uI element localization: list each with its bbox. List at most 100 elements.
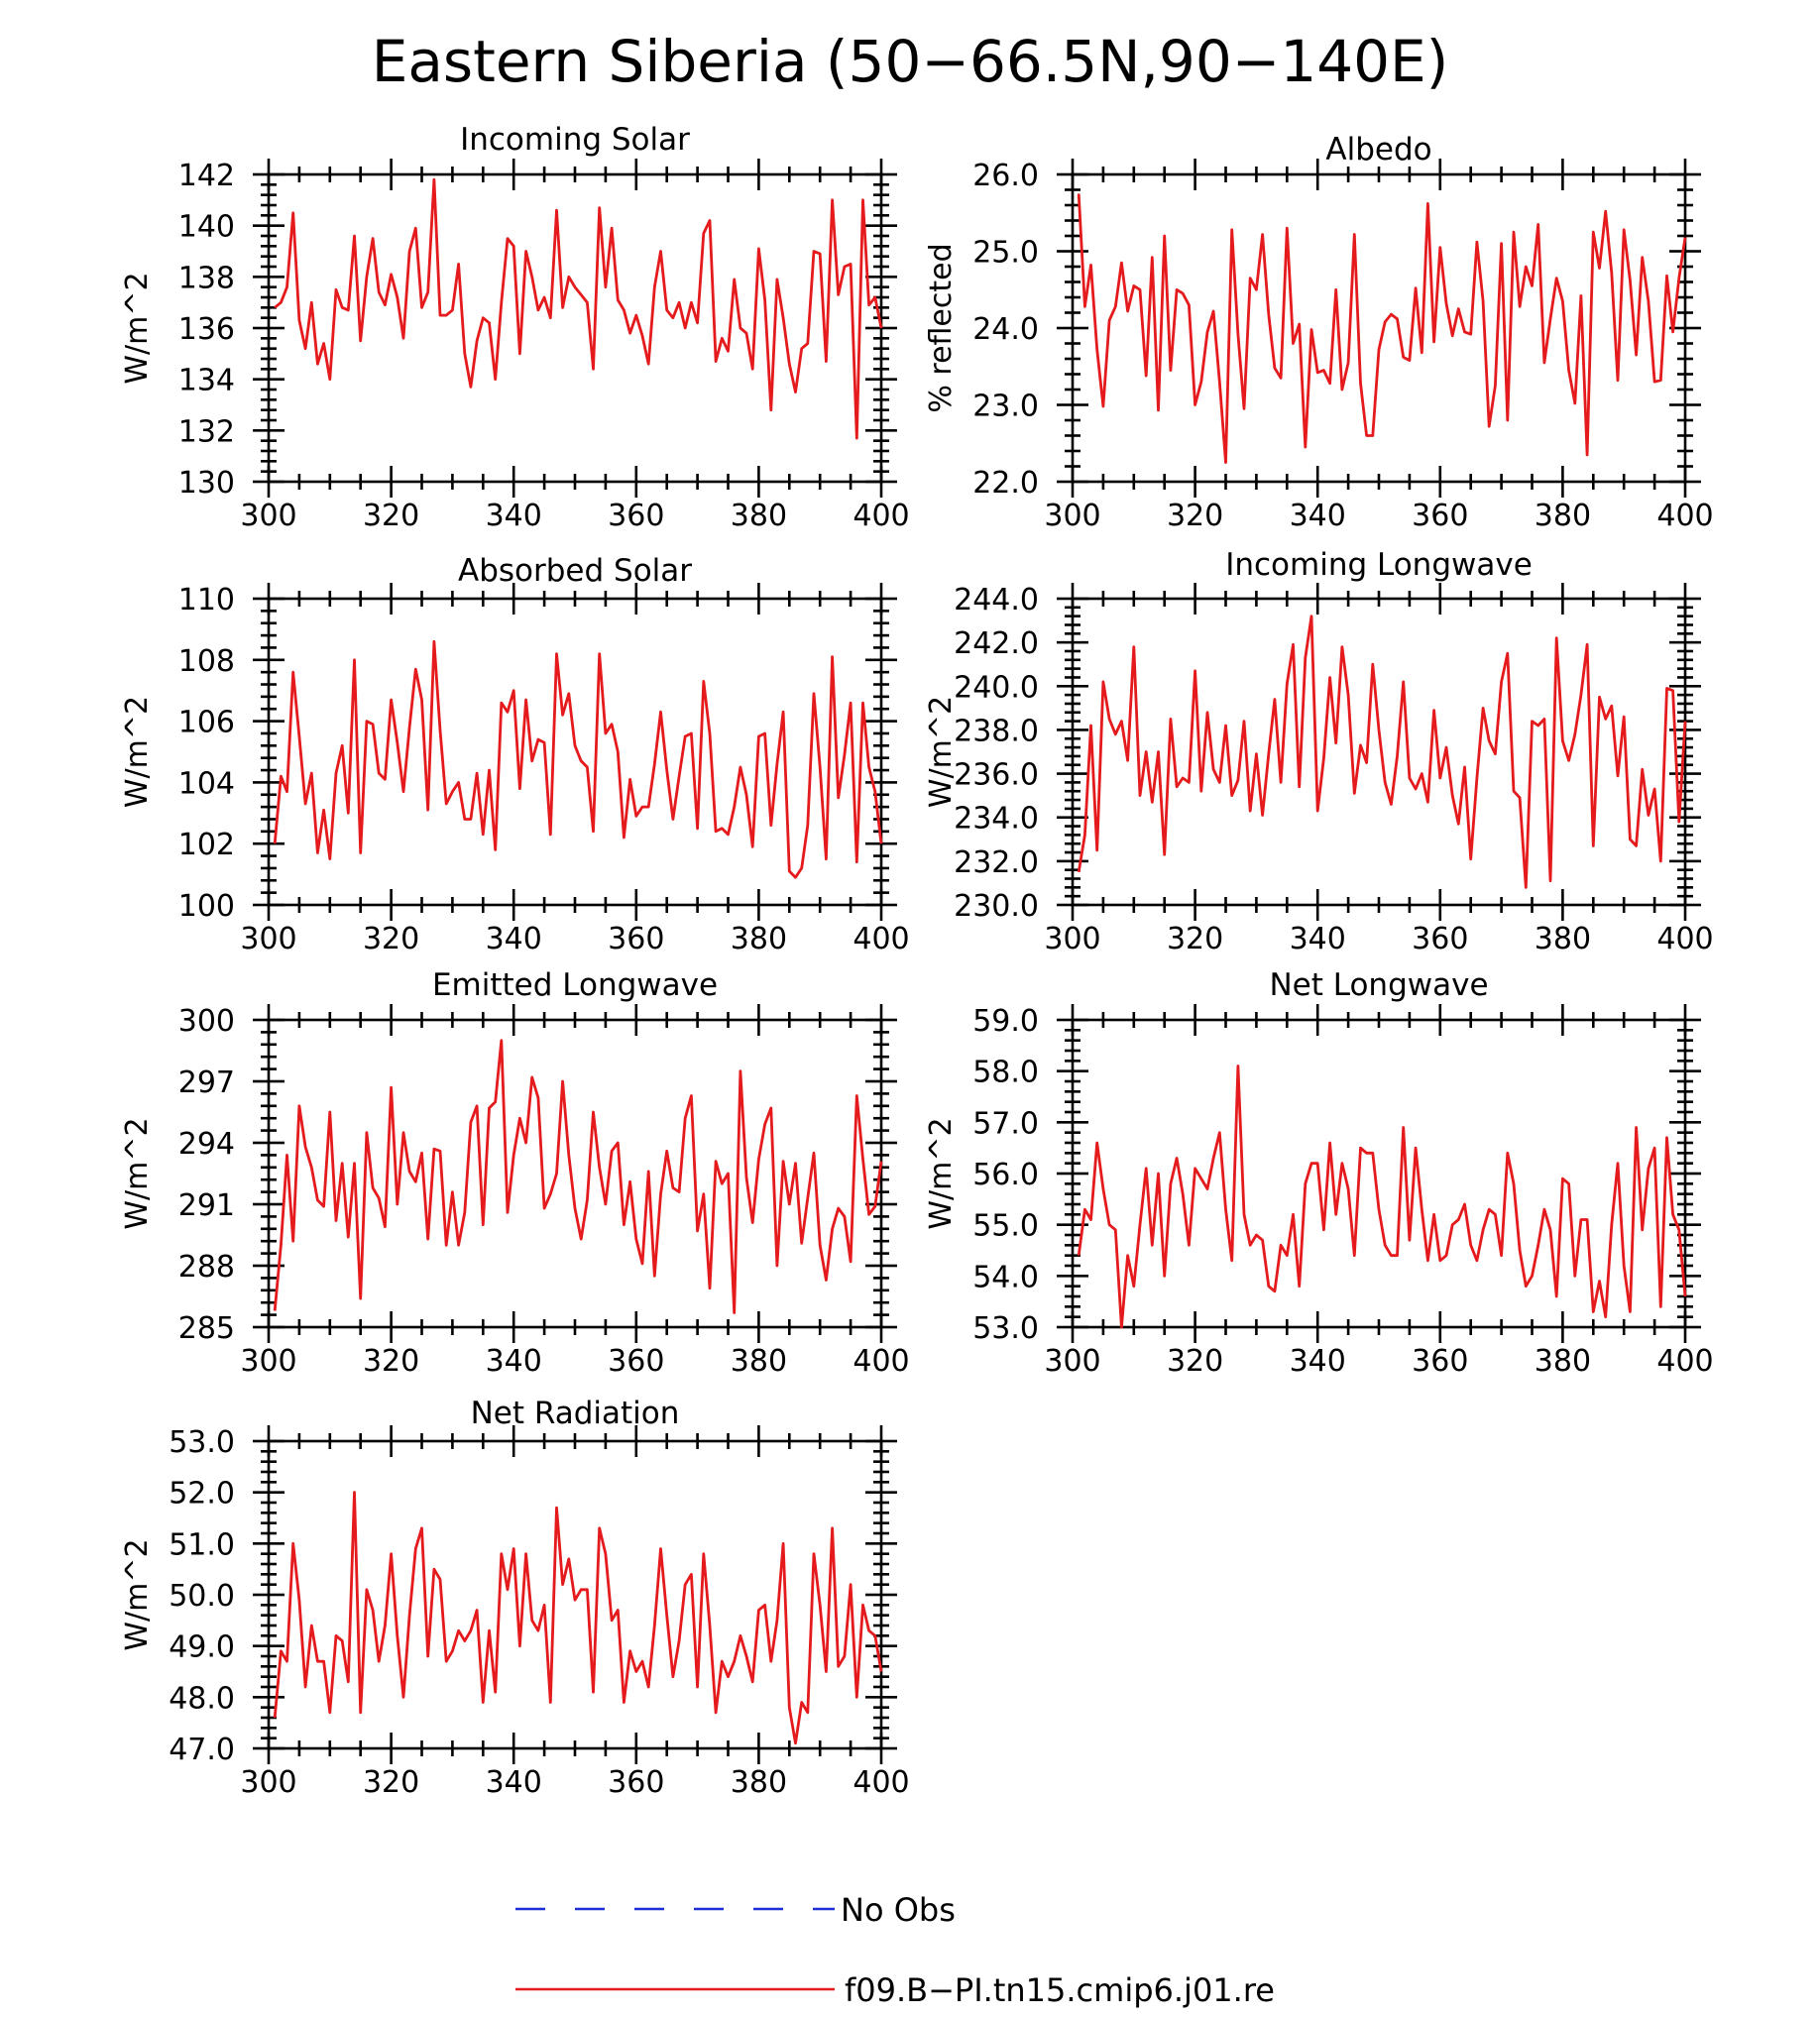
net-radiation-xtick-label: 300 (240, 1765, 296, 1800)
net-longwave-ylabel: W/m^2 (924, 1117, 959, 1229)
absorbed-solar-series-line (273, 639, 883, 879)
net-radiation-xtick-label: 340 (486, 1765, 542, 1800)
incoming-longwave-ylabel: W/m^2 (924, 696, 959, 808)
panel-albedo: 300 320 340 360 380 400 22.0 23.0 24.0 25.0 26.0 Al… (924, 132, 1714, 533)
absorbed-solar-ytick-label: 102 (178, 828, 235, 862)
emitted-longwave-ytick-label: 288 (178, 1250, 235, 1285)
net-longwave-ytick-label: 59.0 (972, 1004, 1039, 1039)
absorbed-solar-ytick-label: 106 (178, 706, 235, 740)
absorbed-solar-ytick-label: 100 (178, 889, 235, 924)
incoming-longwave-xtick-label: 340 (1290, 922, 1346, 956)
emitted-longwave-xtick-label: 300 (240, 1344, 296, 1379)
net-radiation-xtick-label: 360 (608, 1765, 664, 1800)
panel-net-radiation: 300 320 340 360 380 400 47.0 48.0 49.0 50.0 51.0 52… (120, 1396, 910, 1800)
emitted-longwave-xtick-label: 380 (731, 1344, 787, 1379)
absorbed-solar-xtick-label: 340 (486, 922, 542, 956)
net-radiation-ytick-label: 50.0 (169, 1579, 235, 1614)
albedo-xtick-label: 340 (1290, 499, 1346, 533)
albedo-xtick-label: 360 (1412, 499, 1468, 533)
absorbed-solar-xtick-label: 380 (731, 922, 787, 956)
incoming-solar-ytick-label: 132 (178, 414, 235, 449)
incoming-solar-ylabel: W/m^2 (120, 272, 155, 384)
albedo-ytick-label: 24.0 (972, 312, 1039, 347)
albedo-ytick-label: 23.0 (972, 390, 1039, 424)
emitted-longwave-xtick-label: 400 (853, 1344, 909, 1379)
incoming-solar-xtick-label: 360 (608, 499, 664, 533)
net-radiation-ylabel: W/m^2 (120, 1538, 155, 1650)
albedo-ytick-label: 22.0 (972, 466, 1039, 501)
net-longwave-series-line (1077, 1065, 1687, 1329)
incoming-solar-series-line (274, 177, 883, 440)
absorbed-solar-ytick-label: 104 (178, 766, 235, 801)
net-radiation-ytick-label: 53.0 (169, 1425, 235, 1460)
incoming-solar-ytick-label: 138 (178, 261, 235, 295)
net-radiation-ytick-label: 48.0 (169, 1681, 235, 1716)
net-longwave-xtick-label: 320 (1167, 1344, 1223, 1379)
emitted-longwave-ytick-label: 291 (178, 1188, 235, 1223)
panel-emitted-longwave: 300 320 340 360 380 400 285 288 291 294 297 300 Emit… (120, 967, 910, 1379)
albedo-ylabel: % reflected (924, 243, 959, 412)
incoming-solar-ytick-label: 136 (178, 312, 235, 347)
incoming-solar-xtick-label: 380 (731, 499, 787, 533)
net-longwave-ytick-label: 57.0 (972, 1106, 1039, 1141)
incoming-solar-xtick-label: 320 (363, 499, 419, 533)
net-longwave-ytick-label: 55.0 (972, 1209, 1039, 1244)
incoming-longwave-ytick-label: 236.0 (954, 758, 1039, 793)
incoming-solar-xtick-label: 400 (853, 499, 909, 533)
absorbed-solar-xtick-label: 360 (608, 922, 664, 956)
net-longwave-ytick-label: 58.0 (972, 1056, 1039, 1090)
emitted-longwave-series-line (273, 1039, 883, 1314)
incoming-longwave-ytick-label: 238.0 (954, 714, 1039, 748)
net-radiation-series-line (273, 1491, 883, 1745)
incoming-longwave-ytick-label: 232.0 (954, 845, 1039, 880)
incoming-longwave-ytick-label: 230.0 (954, 889, 1039, 924)
net-radiation-ytick-label: 49.0 (169, 1630, 235, 1665)
net-longwave-frame (1071, 1018, 1687, 1329)
incoming-longwave-xtick-label: 360 (1412, 922, 1468, 956)
net-longwave-ytick-label: 54.0 (972, 1260, 1039, 1294)
emitted-longwave-xtick-label: 340 (486, 1344, 542, 1379)
net-radiation-title: Net Radiation (471, 1396, 680, 1431)
incoming-longwave-ytick-label: 234.0 (954, 802, 1039, 837)
albedo-xtick-label: 380 (1535, 499, 1591, 533)
net-longwave-xtick-label: 380 (1535, 1344, 1591, 1379)
panels-container: 300 320 340 360 380 400 130 132 134 136 138 140 142 I… (120, 122, 1714, 1800)
albedo-title: Albedo (1325, 132, 1431, 168)
net-longwave-ytick-label: 53.0 (972, 1311, 1039, 1346)
net-radiation-ytick-label: 47.0 (169, 1733, 235, 1767)
legend: No Obs f09.B−PI.tn15.cmip6.j01.re (515, 1891, 1275, 2009)
absorbed-solar-title: Absorbed Solar (458, 553, 692, 589)
net-longwave-xtick-label: 360 (1412, 1344, 1468, 1379)
incoming-longwave-frame (1071, 597, 1687, 907)
albedo-ytick-label: 26.0 (972, 159, 1039, 193)
panel-incoming-longwave: 300 320 340 360 380 400 230.0 232.0 234.0 236.0 23… (924, 547, 1714, 956)
emitted-longwave-title: Emitted Longwave (432, 967, 718, 1003)
net-radiation-xtick-label: 380 (731, 1765, 787, 1800)
incoming-longwave-xtick-label: 300 (1044, 922, 1100, 956)
incoming-solar-xtick-label: 300 (240, 499, 296, 533)
net-radiation-ytick-label: 51.0 (169, 1527, 235, 1562)
net-radiation-xtick-label: 320 (363, 1765, 419, 1800)
absorbed-solar-ytick-label: 108 (178, 644, 235, 679)
emitted-longwave-xtick-label: 360 (608, 1344, 664, 1379)
incoming-longwave-xtick-label: 380 (1535, 922, 1591, 956)
incoming-longwave-series-line (1077, 615, 1687, 889)
net-longwave-ytick-label: 56.0 (972, 1158, 1039, 1192)
incoming-longwave-xtick-label: 400 (1656, 922, 1713, 956)
figure-title: Eastern Siberia (50−66.5N,90−140E) (372, 28, 1449, 95)
incoming-solar-xtick-label: 340 (486, 499, 542, 533)
albedo-ytick-label: 25.0 (972, 236, 1039, 271)
net-longwave-xtick-label: 300 (1044, 1344, 1100, 1379)
net-radiation-xtick-label: 400 (853, 1765, 909, 1800)
net-longwave-xtick-label: 340 (1290, 1344, 1346, 1379)
absorbed-solar-ylabel: W/m^2 (120, 696, 155, 808)
emitted-longwave-ytick-label: 300 (178, 1004, 235, 1039)
absorbed-solar-xtick-label: 400 (853, 922, 909, 956)
legend-label-no-obs: No Obs (841, 1891, 956, 1929)
absorbed-solar-ytick-label: 110 (178, 583, 235, 617)
net-longwave-xtick-label: 400 (1656, 1344, 1713, 1379)
albedo-xtick-label: 400 (1656, 499, 1713, 533)
incoming-solar-ytick-label: 140 (178, 210, 235, 245)
emitted-longwave-ylabel: W/m^2 (120, 1117, 155, 1229)
albedo-frame (1071, 172, 1687, 484)
